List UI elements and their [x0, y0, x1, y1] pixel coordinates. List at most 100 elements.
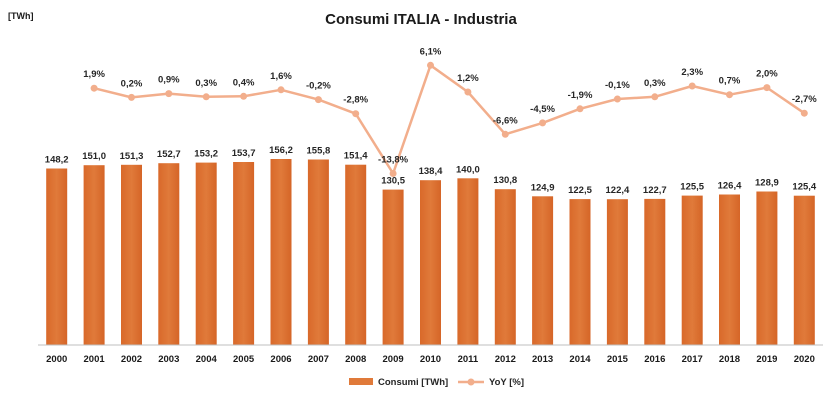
bar-label-2005: 153,7: [232, 148, 256, 159]
x-tick-2000: 2000: [46, 354, 67, 365]
yoy-line: [93, 64, 806, 175]
bar-2006: [270, 159, 292, 345]
x-tick-2020: 2020: [794, 354, 815, 365]
yoy-label-2005: 0,4%: [233, 77, 255, 88]
bar-label-2020: 125,4: [792, 182, 816, 193]
yoy-label-2018: 0,7%: [719, 76, 741, 87]
bar-label-2016: 122,7: [643, 185, 667, 196]
yoy-point-2001: [90, 84, 98, 92]
bar-label-2012: 130,8: [493, 175, 517, 186]
x-tick-2018: 2018: [719, 354, 740, 365]
yoy-label-2008: -2,8%: [343, 95, 368, 106]
x-tick-2006: 2006: [270, 354, 291, 365]
bar-2013: [532, 196, 554, 345]
bar-2000: [46, 168, 68, 345]
yoy-point-2013: [539, 119, 547, 127]
bar-label-2004: 153,2: [194, 149, 218, 160]
x-tick-2016: 2016: [644, 354, 665, 365]
bar-2004: [195, 162, 217, 345]
bar-label-2019: 128,9: [755, 178, 779, 189]
yoy-label-2009: -13,8%: [378, 155, 409, 166]
bar-2005: [233, 162, 255, 345]
bar-label-2010: 138,4: [419, 166, 443, 177]
x-tick-2011: 2011: [458, 354, 479, 365]
bar-label-2002: 151,3: [120, 151, 144, 162]
bar-label-2011: 140,0: [456, 164, 480, 175]
yoy-point-2005: [240, 92, 248, 100]
unit-label: [TWh]: [8, 11, 33, 21]
yoy-label-2006: 1,6%: [270, 71, 292, 82]
bar-2016: [644, 198, 666, 345]
bar-label-2007: 155,8: [307, 146, 331, 157]
bar-2012: [494, 189, 516, 345]
legend: Consumi [TWh] YoY [%]: [349, 377, 524, 388]
yoy-label-2003: 0,9%: [158, 75, 180, 86]
bar-label-2006: 156,2: [269, 145, 293, 156]
bar-2019: [756, 191, 778, 345]
yoy-point-2007: [314, 96, 322, 104]
yoy-label-2001: 1,9%: [83, 69, 105, 80]
bar-label-2015: 122,4: [606, 185, 630, 196]
yoy-point-2010: [427, 61, 434, 69]
legend-line-marker: [467, 378, 475, 386]
bar-2020: [793, 195, 815, 345]
yoy-point-2015: [613, 95, 621, 103]
yoy-point-2008: [352, 110, 360, 118]
bar-2002: [121, 164, 142, 345]
x-tick-2005: 2005: [233, 354, 255, 365]
x-tick-2017: 2017: [682, 354, 703, 365]
x-tick-2015: 2015: [607, 354, 629, 365]
x-ticks-group: 2000 2001 2002 2003 2004 2005 2006 2007 2008 2009…: [46, 354, 815, 365]
bar-label-2000: 148,2: [45, 155, 69, 166]
bar-2001: [83, 165, 105, 345]
bars-group: [46, 159, 815, 345]
bar-2017: [681, 195, 703, 345]
x-tick-2001: 2001: [84, 354, 106, 365]
yoy-point-2020: [800, 109, 808, 117]
x-tick-2014: 2014: [569, 354, 591, 365]
x-tick-2002: 2002: [121, 354, 142, 365]
bar-2010: [420, 180, 441, 345]
yoy-label-2020: -2,7%: [792, 94, 817, 105]
yoy-labels-group: 1,9% 0,2% 0,9% 0,3% 0,4% 1,6% -0,2% -2,8% -13,8%…: [83, 46, 817, 165]
bar-2014: [569, 199, 591, 345]
yoy-label-2007: -0,2%: [306, 81, 331, 92]
yoy-point-2003: [165, 90, 173, 98]
x-tick-2008: 2008: [345, 354, 366, 365]
bar-2015: [606, 199, 628, 345]
yoy-label-2019: 2,0%: [756, 69, 778, 80]
yoy-label-2004: 0,3%: [195, 78, 217, 89]
bar-2009: [382, 189, 404, 345]
legend-item-yoy: YoY [%]: [489, 377, 524, 388]
yoy-label-2014: -1,9%: [568, 90, 593, 101]
yoy-point-2002: [128, 93, 135, 101]
legend-bar-swatch: [349, 378, 373, 385]
yoy-label-2002: 0,2%: [121, 78, 143, 89]
x-tick-2003: 2003: [158, 354, 179, 365]
yoy-point-2009: [389, 170, 397, 177]
yoy-point-2006: [277, 86, 285, 94]
yoy-point-2011: [464, 88, 472, 96]
yoy-point-2017: [688, 82, 696, 90]
yoy-point-2004: [202, 93, 210, 101]
yoy-point-2016: [651, 93, 659, 101]
yoy-label-2010: 6,1%: [420, 46, 442, 57]
yoy-line-group: [90, 61, 808, 177]
bar-label-2008: 151,4: [344, 151, 368, 162]
x-tick-2009: 2009: [383, 354, 404, 365]
x-tick-2013: 2013: [532, 354, 553, 365]
bar-2018: [719, 194, 740, 345]
x-tick-2019: 2019: [756, 354, 777, 365]
yoy-label-2013: -4,5%: [530, 104, 555, 115]
x-tick-2012: 2012: [495, 354, 516, 365]
yoy-label-2011: 1,2%: [457, 73, 479, 84]
bar-label-2013: 124,9: [531, 182, 555, 193]
bar-label-2018: 126,4: [718, 181, 742, 192]
chart-title: Consumi ITALIA - Industria: [325, 11, 517, 28]
bar-label-2017: 125,5: [680, 182, 704, 193]
yoy-label-2012: -6,6%: [493, 115, 518, 126]
yoy-point-2018: [726, 91, 733, 99]
yoy-label-2016: 0,3%: [644, 78, 666, 89]
